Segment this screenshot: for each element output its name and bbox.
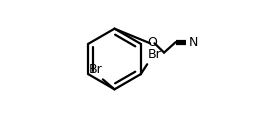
Text: N: N [189, 36, 198, 49]
Text: Br: Br [88, 63, 102, 76]
Text: Br: Br [147, 48, 161, 61]
Text: O: O [148, 36, 157, 49]
